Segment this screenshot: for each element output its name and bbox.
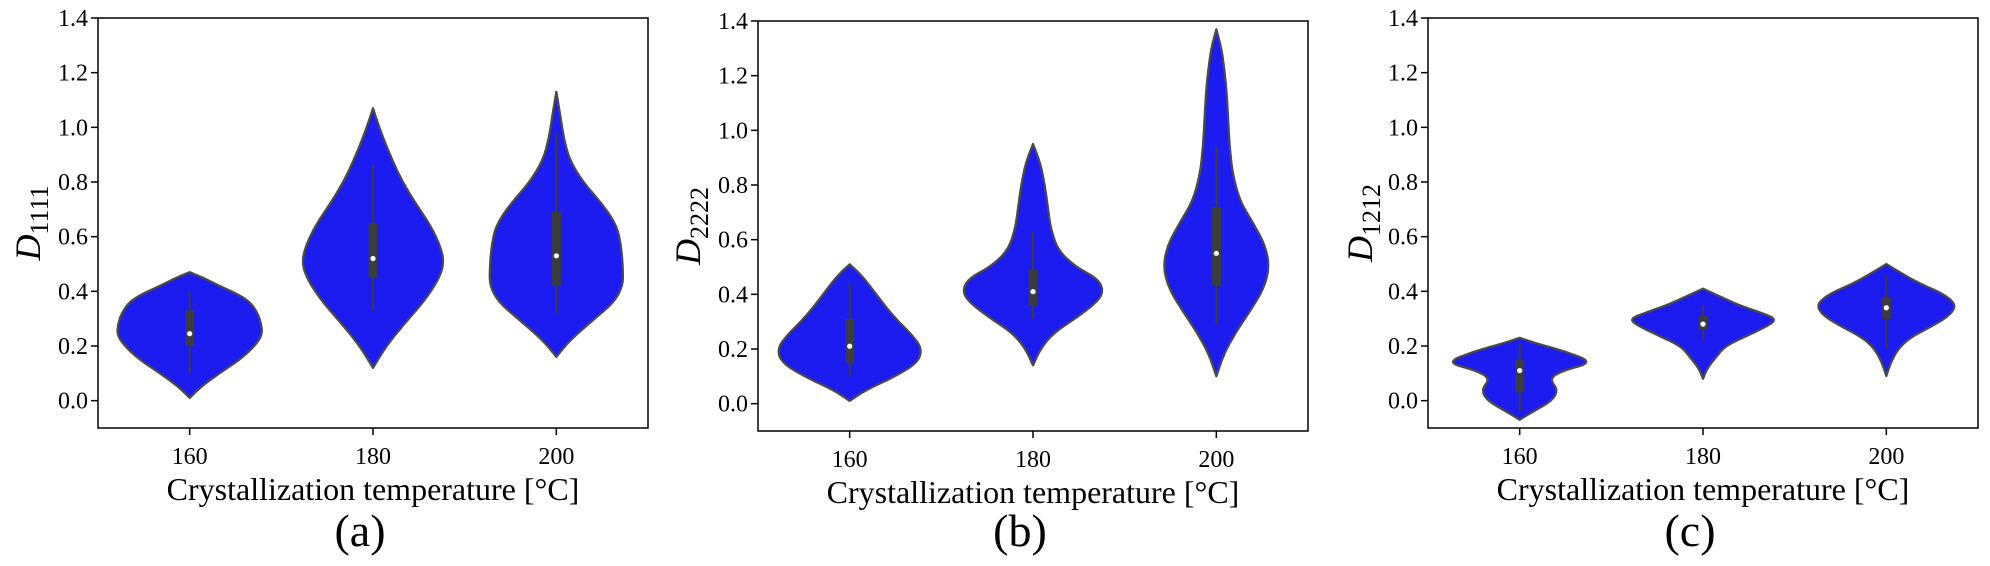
y-tick-label: 0.2 [718,337,748,363]
y-tick-label: 0.8 [58,170,88,196]
panel-label: (a) [334,505,385,556]
violin-iqr-box-160 [1515,359,1525,393]
y-tick-label: 0.6 [58,225,88,251]
y-tick-label: 1.2 [58,61,88,87]
violin-median-160 [187,331,193,337]
y-tick-label: 0.4 [1388,279,1418,305]
y-axis-label-subscript: 1111 [25,185,54,234]
y-tick-label: 1.4 [58,6,88,32]
chart-panel-b: 0.0 0.2 0.4 0.6 0.8 1.0 1.2 1.4 160 180 200Crystal… [668,9,1309,556]
plot-frame [1427,17,1979,429]
y-tick-label: 0.8 [718,173,748,199]
x-tick-label: 160 [1502,444,1538,470]
y-tick-label: 0.6 [718,228,748,254]
y-tick-label: 1.2 [1388,61,1418,87]
x-tick-label: 200 [1198,447,1234,473]
plot-frame [757,20,1309,432]
y-tick-label: 0.6 [1388,225,1418,251]
violin-iqr-box-200 [551,212,561,286]
y-tick-label: 1.2 [718,64,748,90]
chart-panel-c: 0.0 0.2 0.4 0.6 0.8 1.0 1.2 1.4 160 180 200Crystal… [1340,6,1979,556]
y-axis-label: D1212 [1340,184,1386,263]
y-tick-label: 0.0 [1388,389,1418,415]
x-tick-label: 200 [538,444,574,470]
y-tick-label: 0.4 [718,282,748,308]
panel-label: (c) [1664,505,1715,556]
y-axis-label-main: D [1340,236,1380,263]
x-axis-label: Crystallization temperature [°C] [167,471,580,507]
violin-median-200 [1213,250,1219,256]
violin-median-180 [370,255,376,262]
y-tick-label: 0.0 [718,392,748,418]
violin-iqr-box-160 [185,310,195,346]
y-axis-label-subscript: 2222 [685,187,714,239]
y-tick-label: 0.2 [58,334,88,360]
y-tick-label: 0.0 [58,389,88,415]
x-axis-label: Crystallization temperature [°C] [1497,471,1910,507]
y-axis-label-subscript: 1212 [1357,184,1386,236]
x-tick-label: 200 [1868,444,1904,470]
y-tick-label: 0.2 [1388,334,1418,360]
y-tick-label: 1.4 [1388,6,1418,32]
y-tick-label: 1.0 [1388,115,1418,141]
y-tick-label: 1.0 [58,115,88,141]
violin-median-160 [1517,368,1523,374]
x-axis-label: Crystallization temperature [°C] [827,474,1240,510]
x-tick-label: 180 [355,444,391,470]
violin-median-180 [1700,321,1706,327]
violin-iqr-box-160 [845,318,855,363]
violin-median-200 [1883,305,1889,311]
y-tick-label: 0.8 [1388,170,1418,196]
y-tick-label: 1.4 [718,9,748,35]
x-tick-label: 180 [1685,444,1721,470]
y-tick-label: 0.4 [58,279,88,305]
violin-iqr-box-200 [1211,206,1221,287]
violin-iqr-box-180 [1028,269,1038,306]
y-axis-label: D1111 [8,185,54,261]
y-axis-label: D2222 [668,187,714,266]
x-tick-label: 180 [1015,447,1051,473]
violin-median-200 [553,253,559,259]
panel-label: (b) [993,505,1047,556]
violin-median-160 [847,343,853,349]
x-tick-label: 160 [172,444,208,470]
y-axis-label-main: D [668,239,708,266]
y-axis-label-main: D [8,235,48,262]
x-tick-label: 160 [832,447,868,473]
plot-frame [97,17,649,429]
violin-iqr-box-180 [368,223,378,278]
chart-panel-a: 0.0 0.2 0.4 0.6 0.8 1.0 1.2 1.4 160 180 200Crystal… [8,6,649,556]
violin-median-180 [1030,289,1036,295]
y-tick-label: 1.0 [718,118,748,144]
